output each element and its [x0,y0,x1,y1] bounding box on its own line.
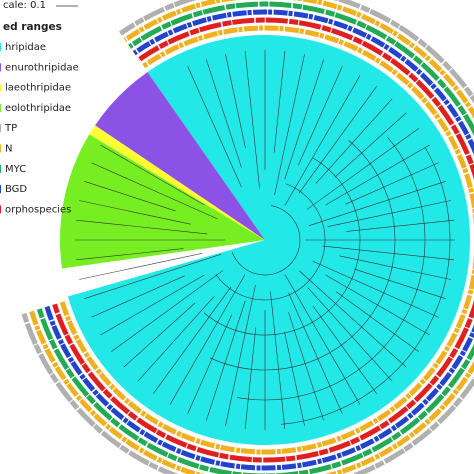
ring [29,0,474,474]
legend-swatch [0,205,1,214]
branch [307,287,393,382]
legend-entry: N [5,144,12,155]
branch [315,98,393,184]
branch [345,162,439,205]
branch [284,75,361,206]
branch [76,248,184,261]
legend-entry: laeothripidae [5,83,71,94]
ring [52,17,474,463]
branch [123,302,196,368]
branch [308,181,446,227]
branch [244,51,260,189]
legend: cale: 0.1 ed ranges hripidae enurothripid… [0,0,79,215]
scale-label: cale: 0.1 [3,0,46,11]
branch [298,270,407,368]
branch [284,274,361,405]
annotation-rings [21,0,474,474]
branch-arc [209,140,396,371]
branch [312,306,377,394]
legend-swatch [0,124,1,133]
branch [187,314,232,414]
branch [91,162,218,220]
branch-arc [203,157,361,336]
purple-range [95,72,265,241]
legend-swatch [0,103,1,112]
legend-swatch [0,43,1,51]
branch [206,59,242,168]
branch-arc [281,147,451,425]
legend-entry: BGD [5,184,27,195]
branch [288,312,324,421]
branch [225,284,256,426]
branch [339,255,451,280]
legend-entry: eolothripidae [5,103,71,114]
tree-branches [75,50,455,430]
branch [298,86,377,194]
branch [336,291,419,352]
ring [44,9,474,471]
ring [21,0,474,474]
branch [84,181,176,212]
branch [346,219,454,232]
branch-arc [215,183,326,301]
branch [284,59,324,180]
legend-swatch [0,63,1,72]
branch [354,268,446,299]
branch [273,51,286,153]
legend-swatch [0,83,1,92]
branch [206,300,246,421]
branch [187,66,242,188]
branch [284,331,305,426]
branch [327,200,451,227]
legend-swatch [0,164,1,173]
colored-ranges [59,34,471,445]
legend-title: ed ranges [3,21,62,33]
branch [270,291,286,429]
ring [59,25,474,455]
legend-entry: orphospecies [5,204,71,215]
branch [137,296,215,382]
branch [334,112,407,178]
branch [244,327,257,429]
branch [225,54,246,149]
branch [322,245,454,261]
branch [100,144,205,206]
branch [169,274,246,405]
cyan-range [67,34,471,445]
branch [325,144,430,206]
branch [79,253,203,280]
branch [274,54,305,196]
branch-arc [231,205,301,276]
legend-entry: MYC [5,164,26,175]
branch [312,260,439,318]
branch [153,286,232,394]
branch [100,274,205,336]
branch [111,270,224,352]
branch [84,253,222,299]
legend-swatch [0,185,1,194]
legend-entry: enurothripidae [5,62,79,73]
branch [76,219,208,235]
branch [298,66,343,166]
ring [36,1,474,474]
legend-swatch [0,144,1,153]
branch [79,200,191,225]
legend-entry: TP [4,123,17,134]
branch [325,274,430,336]
branch [306,128,419,210]
green-range [59,134,266,269]
legend-entry: hripidae [5,42,46,53]
yellow-range [89,125,265,240]
branch [91,275,185,318]
branch [288,292,343,414]
